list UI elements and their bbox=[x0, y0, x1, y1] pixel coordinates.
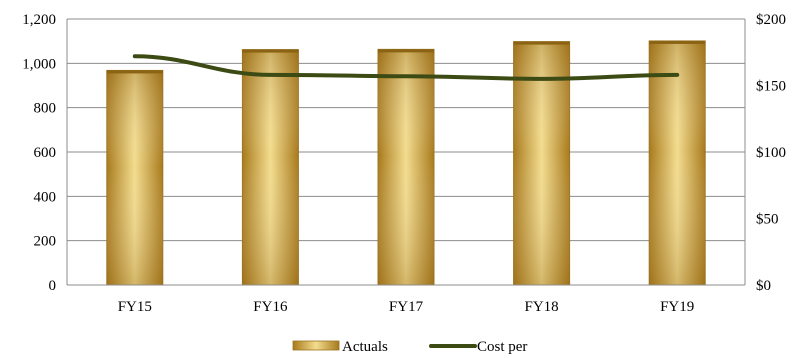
bar bbox=[106, 69, 164, 286]
bar-shade bbox=[513, 41, 570, 285]
y-left-tick-label: 800 bbox=[34, 101, 57, 117]
bar-shade bbox=[378, 49, 434, 285]
legend: Actuals Cost per bbox=[292, 339, 527, 355]
bar-top-edge bbox=[378, 49, 434, 53]
bar bbox=[241, 49, 299, 286]
y-left-tick-label: 400 bbox=[34, 189, 57, 205]
x-tick-label: FY17 bbox=[389, 299, 424, 315]
y-left-tick-label: 1,000 bbox=[22, 56, 56, 72]
legend-item-actuals: Actuals bbox=[292, 339, 388, 355]
legend-label-cost-per: Cost per bbox=[477, 339, 527, 355]
bar-shade bbox=[106, 70, 163, 285]
bar bbox=[513, 41, 571, 286]
bar-shade bbox=[242, 49, 299, 286]
y-left-tick-label: 0 bbox=[49, 278, 57, 294]
bar-top-edge bbox=[106, 70, 163, 74]
axes: 0 200 400 600 800 1,000 1,200 $0 $50 $100 $150 $200… bbox=[22, 12, 786, 315]
y-right-tick-label: $200 bbox=[756, 12, 786, 28]
legend-swatch-actuals bbox=[292, 340, 340, 351]
y-left-tick-label: 600 bbox=[34, 145, 57, 161]
legend-item-cost-per: Cost per bbox=[429, 339, 527, 355]
bar-shade bbox=[649, 40, 706, 285]
bar-top-edge bbox=[649, 40, 706, 44]
x-tick-label: FY16 bbox=[253, 299, 288, 315]
legend-label-actuals: Actuals bbox=[342, 339, 388, 355]
bar bbox=[648, 40, 706, 286]
bar-top-edge bbox=[242, 49, 299, 53]
y-right-tick-label: $150 bbox=[756, 79, 786, 95]
y-left-tick-label: 200 bbox=[34, 234, 57, 250]
x-tick-label: FY15 bbox=[118, 299, 152, 315]
bar bbox=[377, 48, 435, 286]
bar-series bbox=[106, 40, 706, 286]
line-series bbox=[132, 54, 680, 81]
y-left-tick-label: 1,200 bbox=[22, 12, 56, 28]
x-tick-label: FY18 bbox=[525, 299, 559, 315]
y-right-tick-label: $50 bbox=[756, 212, 779, 228]
x-tick-label: FY19 bbox=[660, 299, 694, 315]
y-right-tick-label: $100 bbox=[756, 145, 786, 161]
y-right-tick-label: $0 bbox=[756, 278, 771, 294]
bar-top-edge bbox=[513, 41, 570, 45]
